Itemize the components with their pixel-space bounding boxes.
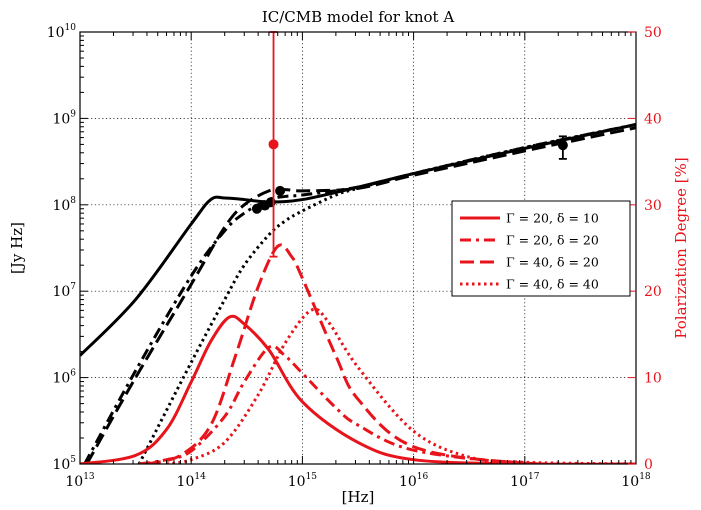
x-tick-label-exponent: 18 <box>639 472 651 482</box>
chart-title: IC/CMB model for knot A <box>262 8 454 26</box>
x-axis-label: [Hz] <box>342 488 375 506</box>
legend-label: Γ = 20, δ = 20 <box>506 233 599 248</box>
polarization-curve <box>138 344 636 464</box>
legend-label: Γ = 40, δ = 20 <box>506 255 599 270</box>
legend-label: Γ = 40, δ = 40 <box>506 277 599 292</box>
sed-curve <box>80 123 636 357</box>
plot-curves <box>80 123 636 464</box>
y-tick-label: 1010 <box>47 23 77 41</box>
y-axis-label: [Jy Hz] <box>8 222 26 274</box>
y2-tick-label: 30 <box>644 198 662 214</box>
x-tick-label: 1017 <box>510 472 540 490</box>
data-point <box>557 140 568 151</box>
polarization-curve <box>80 314 636 464</box>
sed-curve <box>83 123 636 464</box>
y2-tick-label: 0 <box>644 457 653 473</box>
legend: Γ = 20, δ = 10 Γ = 20, δ = 20 Γ = 40, δ = … <box>451 200 631 297</box>
x-tick-label: 1014 <box>177 472 207 490</box>
polarization-curve <box>146 243 636 464</box>
y2-tick-label: 40 <box>644 111 662 127</box>
x-tick-label-base: 10 <box>288 474 306 490</box>
y-tick-label-base: 10 <box>52 457 70 473</box>
x-tick-label: 1015 <box>288 472 318 490</box>
y-tick-label: 107 <box>52 282 76 300</box>
y-tick-label-exponent: 10 <box>65 23 77 33</box>
y2-axis-label: Polarization Degree [%] <box>672 157 690 339</box>
y-tick-label-exponent: 9 <box>70 109 76 119</box>
x-tick-label-base: 10 <box>177 474 195 490</box>
y-tick-label: 105 <box>52 455 76 473</box>
x-tick-label-base: 10 <box>65 474 83 490</box>
y2-tick-label: 10 <box>644 371 662 387</box>
x-tick-label: 1016 <box>399 472 429 490</box>
x-tick-label-base: 10 <box>399 474 417 490</box>
y-tick-label-base: 10 <box>47 25 65 41</box>
y-tick-label-exponent: 7 <box>70 282 76 292</box>
axis-ticks: 1013 1014 1015 1016 1017 10181051061071081091… <box>47 23 662 490</box>
y2-tick-label: 20 <box>644 284 662 300</box>
y-tick-label-exponent: 6 <box>70 369 76 379</box>
x-tick-label-exponent: 14 <box>194 472 206 482</box>
data-point <box>251 203 262 214</box>
y-tick-label-exponent: 8 <box>70 196 76 206</box>
y-tick-label-base: 10 <box>52 198 70 214</box>
x-tick-label-exponent: 15 <box>306 472 318 482</box>
data-point <box>275 185 286 196</box>
y-tick-label-base: 10 <box>52 284 70 300</box>
y-tick-label: 106 <box>52 369 76 387</box>
x-tick-label: 1018 <box>621 472 651 490</box>
y-tick-label-exponent: 5 <box>70 455 76 465</box>
y-tick-label-base: 10 <box>52 111 70 127</box>
y-tick-label: 108 <box>52 196 76 214</box>
y-tick-label-base: 10 <box>52 371 70 387</box>
x-tick-label-exponent: 17 <box>528 472 540 482</box>
x-tick-label: 1013 <box>65 472 95 490</box>
plot-frame <box>79 31 637 465</box>
data-point <box>268 139 279 150</box>
x-tick-label-exponent: 13 <box>83 472 95 482</box>
x-tick-label-exponent: 16 <box>417 472 429 482</box>
y2-tick-label: 50 <box>644 25 662 41</box>
polarization-curve <box>166 307 636 464</box>
x-tick-label-base: 10 <box>621 474 639 490</box>
y-tick-label: 109 <box>52 109 76 127</box>
x-tick-label-base: 10 <box>510 474 528 490</box>
legend-label: Γ = 20, δ = 10 <box>506 211 599 226</box>
